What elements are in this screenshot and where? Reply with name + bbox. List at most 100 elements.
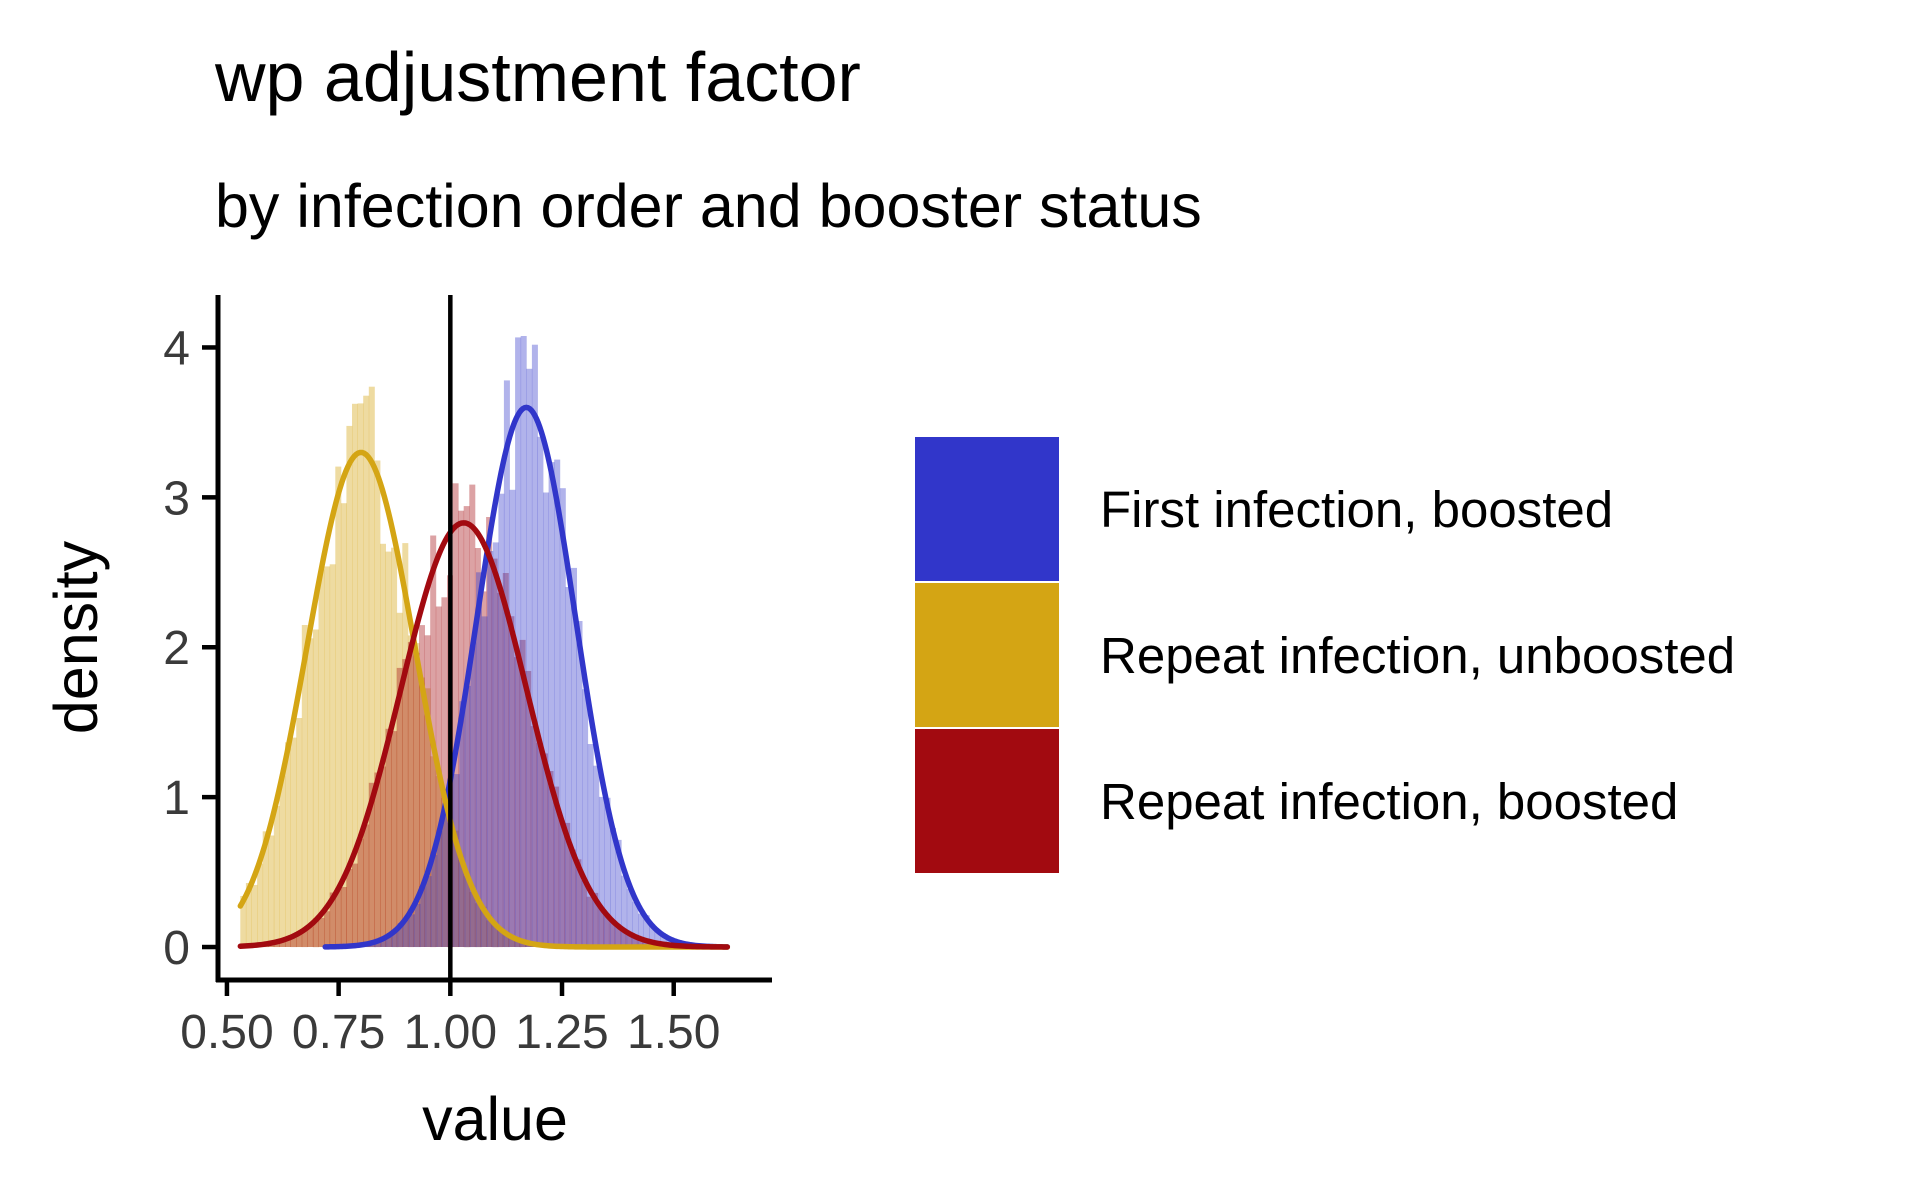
histogram-bar <box>290 737 297 947</box>
histogram-bar <box>403 918 410 947</box>
histogram-bar <box>402 543 409 947</box>
histogram-bar <box>491 925 498 947</box>
histogram-bar <box>502 932 509 947</box>
histogram-bar <box>368 386 375 947</box>
histogram-bar <box>608 921 615 948</box>
histogram-bar <box>558 819 565 947</box>
density-curve-2 <box>237 520 731 950</box>
histogram-bar <box>340 503 347 947</box>
histogram-bar <box>386 935 393 947</box>
histogram-bar <box>335 466 342 947</box>
histogram-bar <box>375 940 382 947</box>
histogram-bar <box>419 677 425 947</box>
histogram-bar <box>537 436 544 947</box>
histogram-bar <box>492 542 499 948</box>
histogram-bar <box>301 931 308 948</box>
histogram-bar <box>553 786 560 947</box>
histogram-bar <box>463 506 470 948</box>
histogram-bar <box>474 903 481 948</box>
x-axis-title: value <box>422 1085 568 1153</box>
histogram-bar <box>565 587 572 947</box>
histogram-bar <box>296 933 303 947</box>
y-tick-label: 3 <box>163 472 190 525</box>
histogram-bar <box>463 875 470 948</box>
histogram-bar <box>329 892 336 947</box>
histogram-bar <box>397 923 404 947</box>
histogram-bar <box>464 685 471 948</box>
histogram-bar <box>525 671 532 947</box>
histogram-bar <box>559 488 566 947</box>
chart-subtitle: by infection order and booster status <box>215 172 1202 240</box>
histogram-bar <box>396 612 403 948</box>
histogram-bar <box>503 380 510 948</box>
histogram-bar <box>498 493 505 947</box>
histogram-bar <box>531 344 538 947</box>
y-axis-title: density <box>42 540 110 734</box>
histogram-bar <box>469 484 476 947</box>
histogram-bar <box>548 462 555 947</box>
histogram-bar <box>380 543 386 947</box>
legend-label-2: Repeat infection, boosted <box>1100 773 1678 830</box>
histogram-bar <box>564 822 571 947</box>
histogram-bar <box>251 884 258 947</box>
legend-key-2 <box>915 729 1059 873</box>
histogram-bar <box>385 728 392 947</box>
histogram-bar <box>329 564 336 948</box>
chart-title: wp adjustment factor <box>215 38 861 116</box>
histogram-bar <box>420 886 427 947</box>
histogram-bar <box>436 830 443 947</box>
histogram-bar <box>318 917 325 947</box>
histogram-bar <box>435 776 442 947</box>
histogram-bar <box>245 883 252 947</box>
histogram-bar <box>441 798 448 947</box>
histogram-bar <box>452 483 459 947</box>
histogram-bar <box>582 689 589 948</box>
histogram-bar <box>526 368 533 947</box>
histogram-bar <box>470 642 477 948</box>
histogram-bar <box>413 652 420 947</box>
histogram-bar <box>486 517 493 947</box>
y-tick-label: 4 <box>163 322 190 375</box>
histogram-bar <box>576 621 583 947</box>
histogram-bar <box>660 934 667 947</box>
histogram-bar <box>497 927 504 947</box>
histogram-bar <box>453 774 460 947</box>
histogram-bar <box>324 566 331 947</box>
legend-label-1: Repeat infection, unboosted <box>1100 627 1735 684</box>
histogram-bar <box>469 892 476 947</box>
histogram-bar <box>424 688 431 947</box>
histogram-bar <box>352 403 358 947</box>
histogram-bar <box>396 667 403 947</box>
histogram-bar <box>273 805 280 948</box>
x-tick-label: 1.00 <box>404 1006 497 1059</box>
histogram-bar <box>541 753 548 947</box>
histogram-bar <box>425 876 432 947</box>
histogram-bar <box>459 701 466 947</box>
histogram-bar <box>481 616 488 947</box>
y-tick-label: 2 <box>163 622 190 675</box>
histogram-bar <box>392 931 399 948</box>
histogram-bar <box>642 940 649 947</box>
histogram-bar <box>324 911 331 947</box>
histogram-bar <box>604 797 611 947</box>
histogram-bar <box>441 597 448 947</box>
histogram-bar <box>508 935 515 947</box>
histogram-bar <box>636 937 643 947</box>
histogram-bar <box>279 940 286 947</box>
histogram-bar <box>620 928 627 948</box>
legend-label-0: First infection, boosted <box>1100 481 1613 538</box>
legend-key-1 <box>915 583 1059 727</box>
legend: First infection, boosted Repeat infection… <box>915 437 1735 873</box>
histogram-bar <box>621 875 628 948</box>
histogram-bar <box>413 643 420 947</box>
histogram-bar <box>307 926 314 947</box>
histogram-bar <box>575 859 582 947</box>
histogram-bar <box>374 772 381 948</box>
histogram-bar <box>357 838 364 947</box>
histogram-bar <box>586 896 593 947</box>
histogram-bar <box>603 913 610 947</box>
y-tick-label: 1 <box>163 772 190 825</box>
histogram-bar <box>569 849 576 948</box>
histogram-bar <box>340 887 347 947</box>
histogram-bar <box>625 933 632 947</box>
